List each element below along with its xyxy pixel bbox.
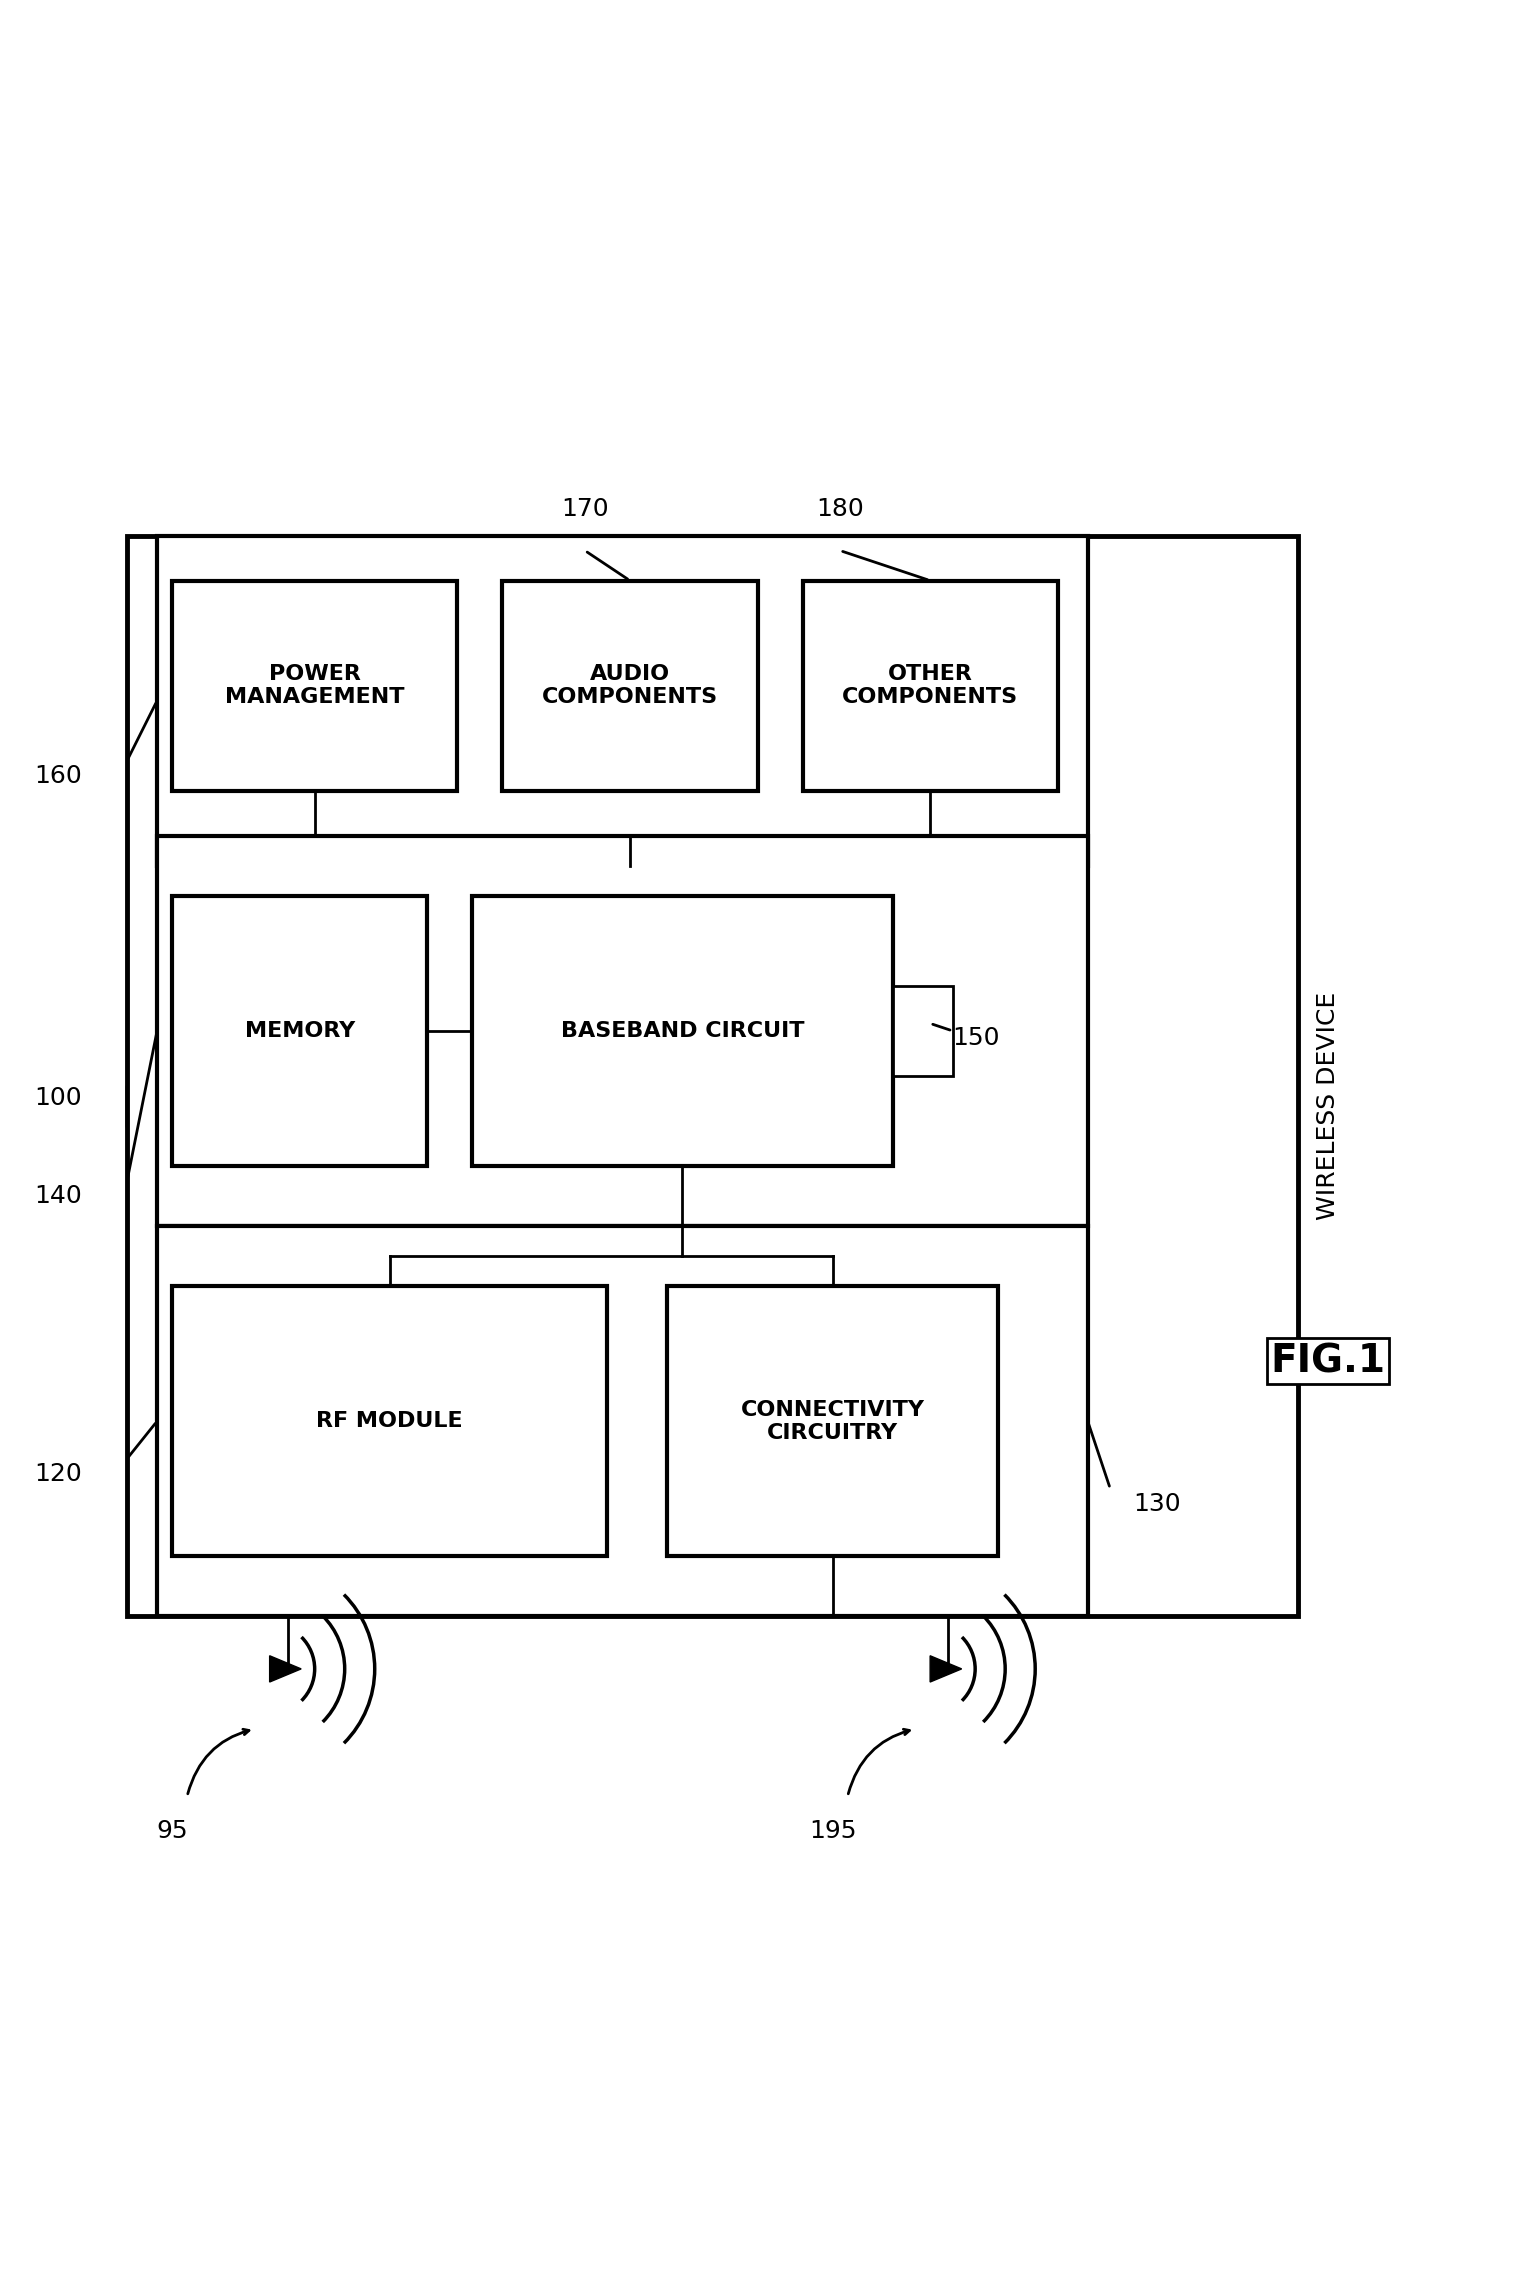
FancyBboxPatch shape	[668, 1286, 998, 1556]
Text: FIG.1: FIG.1	[1271, 1343, 1385, 1379]
FancyBboxPatch shape	[158, 1227, 1088, 1615]
Text: POWER
MANAGEMENT: POWER MANAGEMENT	[224, 663, 405, 707]
Polygon shape	[930, 1656, 962, 1681]
FancyBboxPatch shape	[173, 895, 427, 1166]
Text: CONNECTIVITY
CIRCUITRY: CONNECTIVITY CIRCUITRY	[741, 1400, 924, 1443]
Text: 100: 100	[35, 1086, 82, 1111]
FancyBboxPatch shape	[158, 836, 1088, 1227]
FancyBboxPatch shape	[173, 1286, 608, 1556]
FancyBboxPatch shape	[173, 582, 458, 791]
Polygon shape	[270, 1656, 301, 1681]
FancyBboxPatch shape	[892, 986, 953, 1077]
Text: MEMORY: MEMORY	[244, 1020, 355, 1041]
Text: 120: 120	[35, 1461, 82, 1486]
Text: 150: 150	[953, 1027, 1000, 1050]
Text: 160: 160	[35, 763, 82, 788]
Text: WIRELESS DEVICE: WIRELESS DEVICE	[1317, 993, 1339, 1220]
Text: 95: 95	[156, 1820, 188, 1843]
Text: 195: 195	[809, 1820, 856, 1843]
FancyBboxPatch shape	[158, 536, 1088, 866]
Text: OTHER
COMPONENTS: OTHER COMPONENTS	[842, 663, 1018, 707]
Text: 140: 140	[35, 1184, 82, 1209]
Text: 130: 130	[1133, 1493, 1180, 1515]
FancyBboxPatch shape	[473, 895, 892, 1166]
FancyBboxPatch shape	[803, 582, 1057, 791]
Text: 180: 180	[817, 498, 864, 520]
FancyBboxPatch shape	[127, 536, 1298, 1615]
Text: 170: 170	[561, 498, 609, 520]
FancyBboxPatch shape	[503, 582, 758, 791]
Text: BASEBAND CIRCUIT: BASEBAND CIRCUIT	[561, 1020, 804, 1041]
Text: AUDIO
COMPONENTS: AUDIO COMPONENTS	[542, 663, 718, 707]
Text: RF MODULE: RF MODULE	[317, 1411, 464, 1431]
